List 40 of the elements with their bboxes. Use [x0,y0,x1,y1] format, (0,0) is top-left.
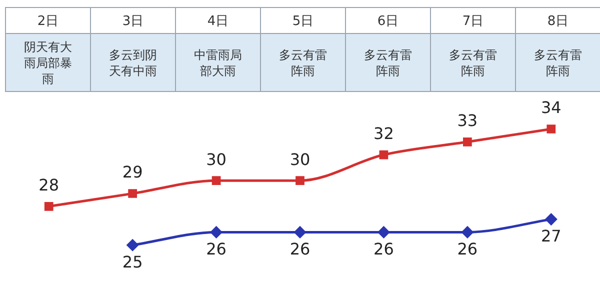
text: 多云有雷阵雨 [430,34,516,92]
point [462,137,472,146]
point [378,226,390,238]
x-tick-label: 3日 [90,8,176,34]
data-label: 29 [122,162,143,182]
point [44,202,54,211]
x-tick-label: 2日 [6,8,90,34]
point [462,226,474,238]
text: 阴天有大雨局部暴雨 [6,34,90,92]
point [379,150,388,160]
data-label: 26 [457,239,478,258]
data-label: 26 [206,239,226,258]
text: 多云有雷阵雨 [346,34,430,92]
x-tick-label: 8日 [516,8,600,34]
data-label: 28 [38,176,60,195]
point [546,124,556,134]
text: 多云到阴天有中雨 [90,34,176,92]
data-label: 27 [540,226,562,246]
data-label: 25 [122,252,143,272]
point [294,226,306,238]
x-tick-label: 4日 [176,8,260,34]
data-label: 26 [290,239,310,258]
point [212,176,221,186]
data-label: 33 [457,111,478,130]
point [296,176,304,186]
point [210,226,222,238]
x-tick-label: 7日 [430,8,516,34]
x-tick-label: 6日 [346,8,430,34]
point [126,239,138,251]
data-label: 30 [206,150,226,169]
text: 中雷雨局部大雨 [176,34,260,92]
data-label: 32 [374,124,394,143]
point [545,214,557,226]
point [128,189,138,198]
data-label: 26 [374,239,394,258]
data-label: 34 [540,98,562,118]
text: 多云有雷阵雨 [516,34,600,92]
x-tick-label: 5日 [260,8,346,34]
data-label: 30 [290,150,310,169]
text: 多云有雷阵雨 [260,34,346,92]
